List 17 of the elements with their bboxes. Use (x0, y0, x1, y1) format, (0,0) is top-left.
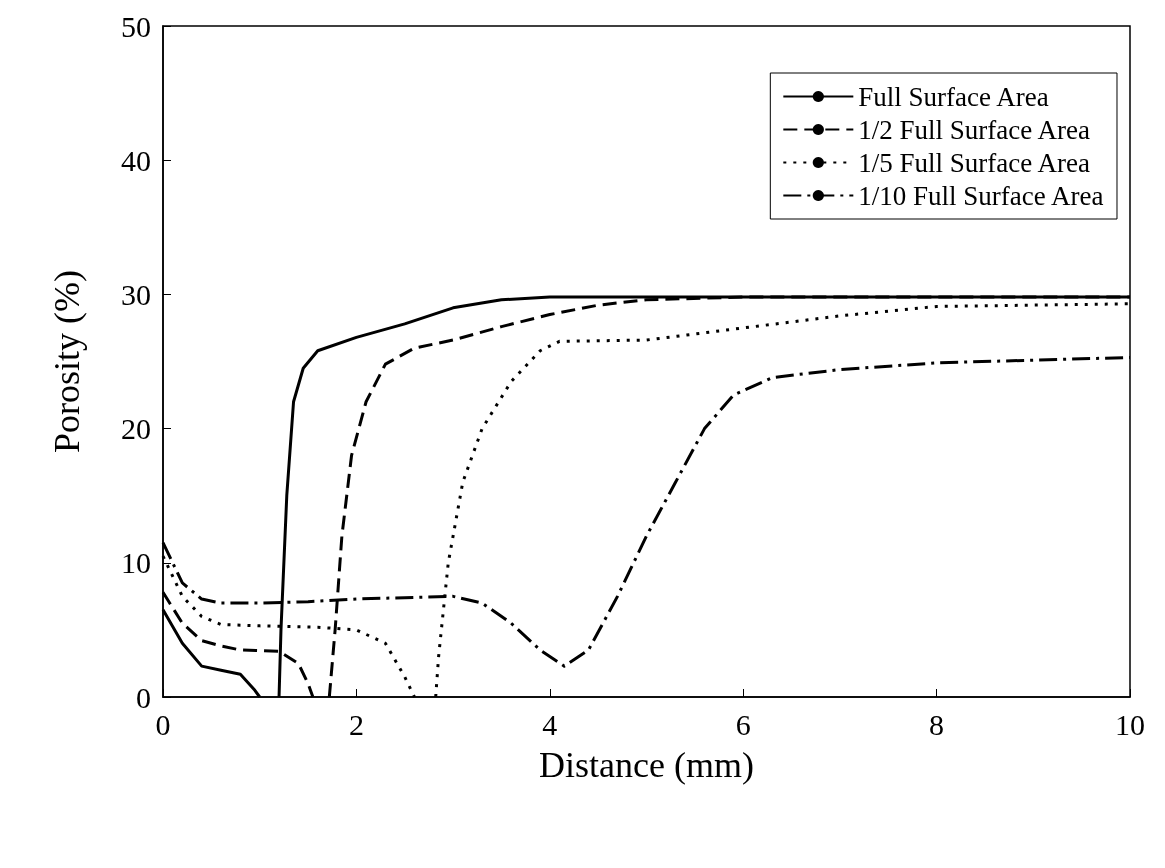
y-tick-label: 40 (121, 143, 151, 177)
y-tick-label: 30 (121, 277, 151, 311)
x-axis-title: Distance (mm) (539, 745, 754, 785)
legend-label: Full Surface Area (858, 81, 1049, 112)
y-tick-label: 10 (121, 546, 151, 580)
y-tick-label: 50 (121, 9, 151, 43)
y-axis-title: Porosity (%) (47, 270, 87, 453)
y-tick-label: 20 (121, 412, 151, 446)
x-tick-label: 4 (542, 707, 558, 741)
x-tick-label: 6 (735, 707, 751, 741)
legend-label: 1/5 Full Surface Area (858, 147, 1091, 178)
x-tick-label: 2 (348, 707, 364, 741)
x-tick-label: 8 (929, 707, 945, 741)
x-tick-label: 10 (1115, 707, 1145, 741)
legend-label: 1/10 Full Surface Area (858, 180, 1104, 211)
y-tick-label: 0 (136, 680, 151, 714)
legend-label: 1/2 Full Surface Area (858, 114, 1091, 145)
